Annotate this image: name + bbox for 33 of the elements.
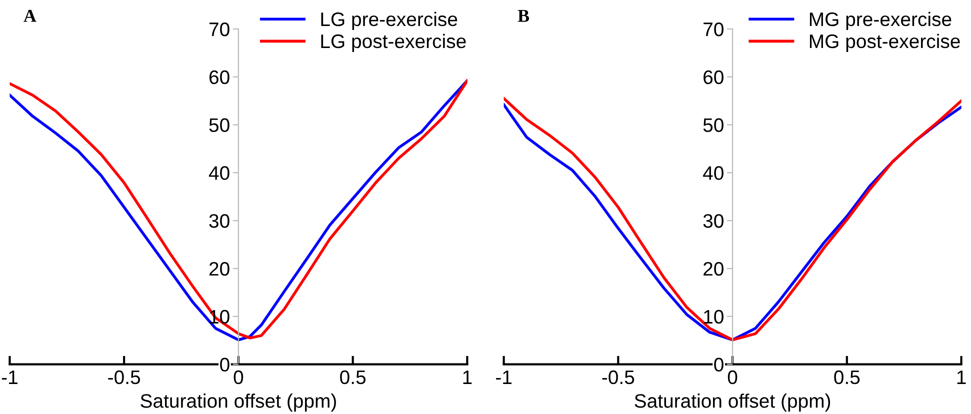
y-tick-label: 30 — [703, 214, 724, 228]
x-tick-label: 0 — [728, 370, 738, 384]
y-tick-label: 60 — [704, 70, 724, 84]
chart-title: A — [24, 10, 36, 22]
y-tick-label: 40 — [208, 166, 230, 180]
y-tick-label: 40 — [703, 166, 724, 180]
y-tick-label: 30 — [209, 214, 230, 228]
x-tick-label: 0.5 — [834, 370, 860, 384]
chart-title: B — [518, 10, 530, 22]
legend-label: MG post-exercise — [810, 34, 960, 52]
x-tick-label: 1 — [957, 370, 966, 384]
y-tick-label: 50 — [209, 118, 230, 132]
legend-label: LG post-exercise — [321, 34, 466, 52]
x-tick-label: -1 — [496, 370, 512, 384]
y-tick-label: 50 — [703, 118, 724, 132]
x-tick-label: 1 — [463, 370, 472, 384]
x-tick-label: -0.5 — [108, 370, 140, 384]
x-axis-title: Saturation offset (ppm) — [634, 394, 830, 412]
y-tick-label: 0 — [714, 358, 724, 372]
x-axis-title: Saturation offset (ppm) — [140, 394, 336, 412]
legend-label: MG pre-exercise — [810, 12, 952, 30]
legend-label: LG pre-exercise — [321, 12, 458, 30]
y-tick-label: 10 — [704, 310, 724, 324]
y-tick-label: 0 — [220, 358, 230, 372]
y-tick-label: 60 — [209, 70, 230, 84]
y-tick-label: 20 — [209, 262, 230, 276]
x-tick-label: 0.5 — [340, 370, 366, 384]
y-tick-label: 70 — [209, 22, 230, 36]
y-tick-label: 20 — [704, 262, 724, 276]
x-tick-label: 0 — [234, 370, 244, 384]
x-tick-label: -1 — [2, 370, 18, 384]
y-tick-label: 70 — [704, 22, 724, 36]
x-tick-label: -0.5 — [602, 370, 634, 384]
